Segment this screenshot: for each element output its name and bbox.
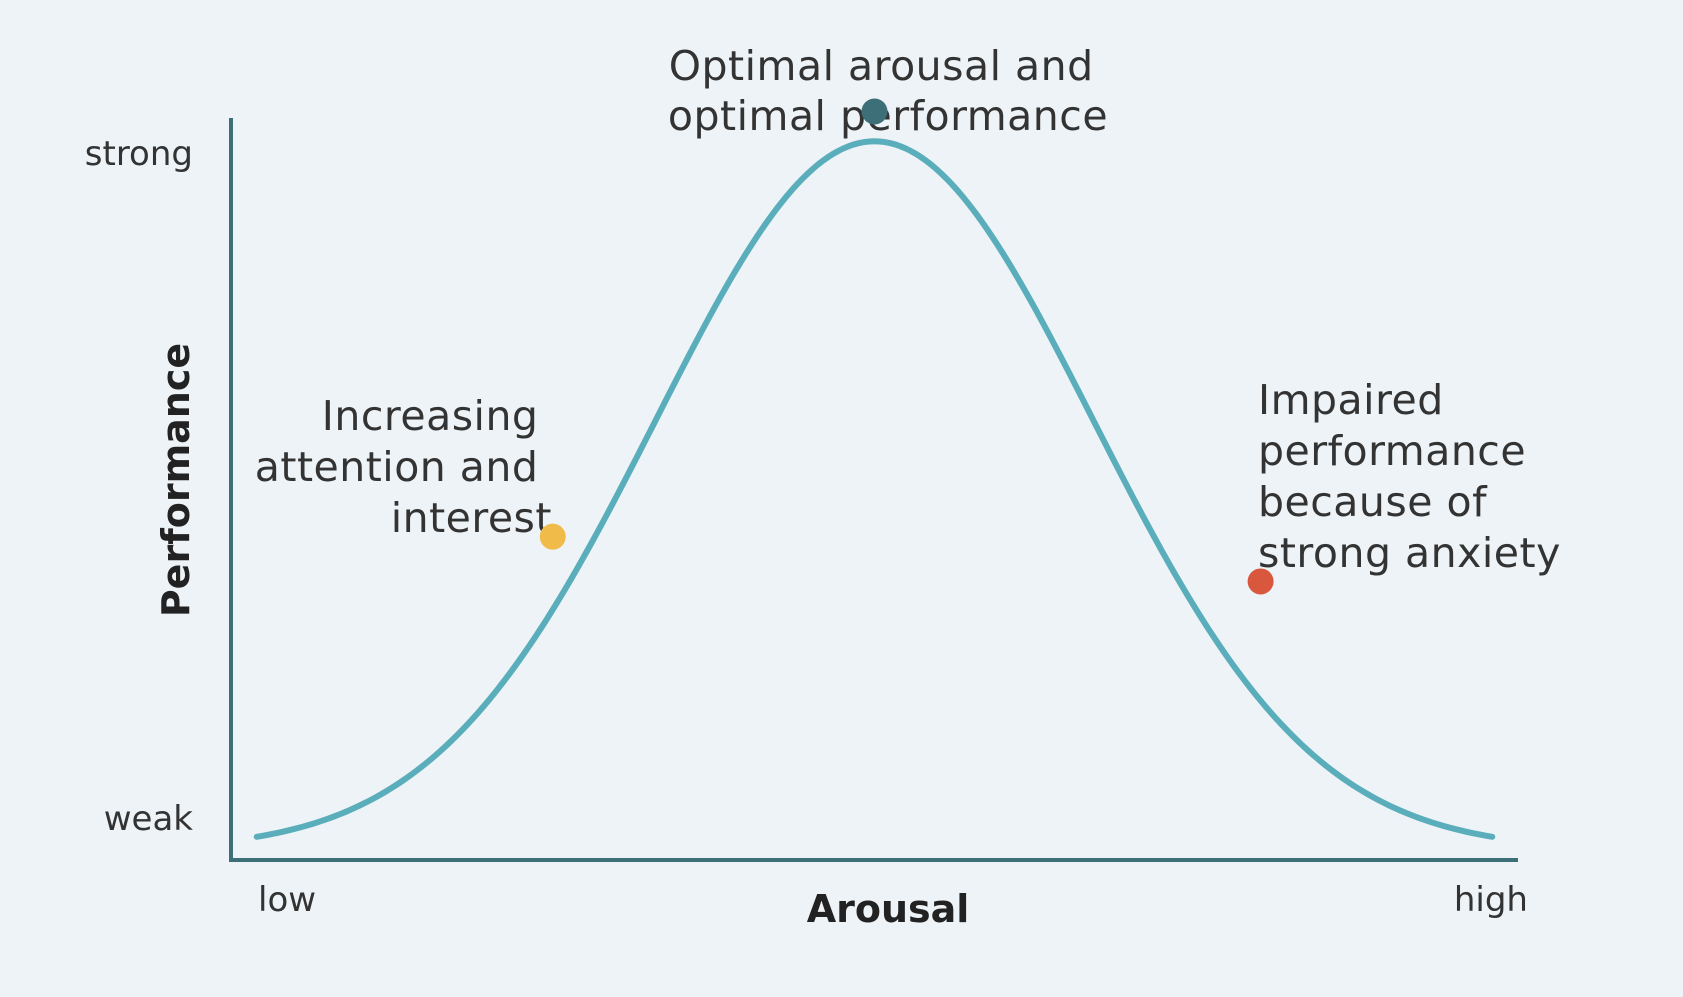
annotation-impaired-line-3: because of xyxy=(1258,478,1488,526)
annotation-optimal-line-2: optimal performance xyxy=(668,92,1108,140)
annotation-increasing-line-2: attention and xyxy=(255,443,539,491)
performance-curve xyxy=(253,138,1496,840)
x-axis-title: Arousal xyxy=(807,887,970,931)
annotation-increasing: Increasing attention and interest xyxy=(255,392,552,542)
annotation-optimal-line-1: Optimal arousal and xyxy=(669,42,1094,90)
annotation-optimal: Optimal arousal and optimal performance xyxy=(668,42,1108,140)
y-tick-weak: weak xyxy=(104,799,194,839)
annotation-increasing-line-1: Increasing xyxy=(322,392,539,440)
impaired-point-marker xyxy=(1247,568,1274,595)
increasing-point-marker xyxy=(539,523,566,550)
annotation-impaired-line-4: strong anxiety xyxy=(1258,529,1561,577)
annotation-impaired-line-2: performance xyxy=(1258,427,1526,475)
optimal-point-marker xyxy=(861,98,888,125)
y-tick-strong: strong xyxy=(85,134,193,174)
annotation-impaired-line-1: Impaired xyxy=(1258,376,1444,424)
annotation-impaired: Impaired performance because of strong a… xyxy=(1258,376,1561,577)
x-tick-low: low xyxy=(258,880,316,920)
x-tick-high: high xyxy=(1454,880,1528,920)
annotation-increasing-line-3: interest xyxy=(391,494,552,542)
y-axis-title: Performance xyxy=(154,343,198,617)
